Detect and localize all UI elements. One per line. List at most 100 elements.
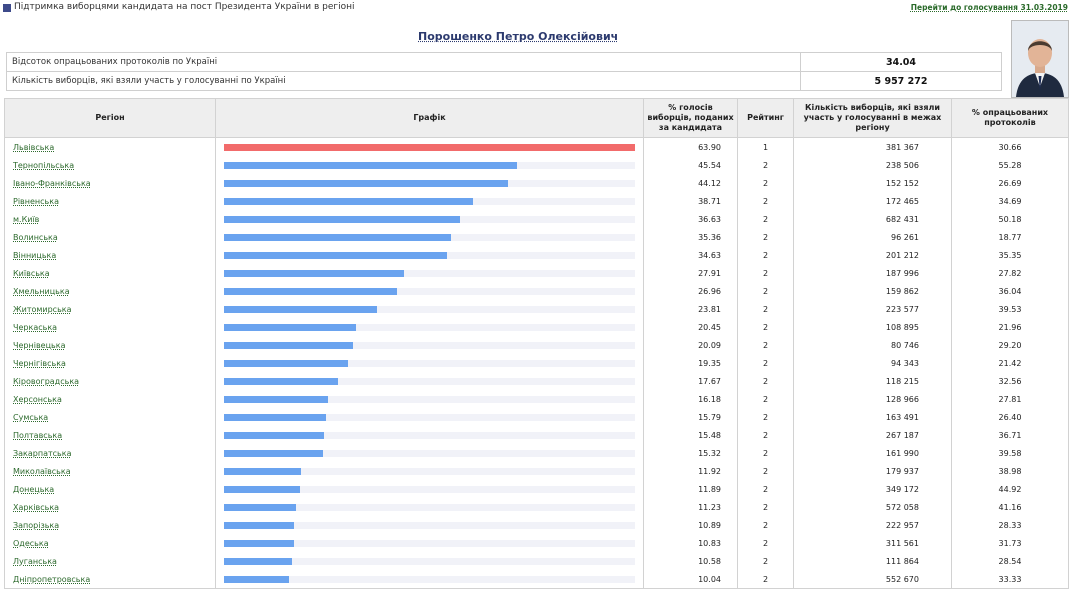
- voters-cell: 179 937: [793, 462, 952, 480]
- vote-bar: [224, 269, 404, 277]
- candidate-photo: [1011, 20, 1069, 98]
- table-body: Львівська 63.90 1 381 367 30.66 Тернопільська…: [4, 137, 1069, 589]
- vote-bar: [224, 179, 508, 187]
- region-link[interactable]: Харківська: [13, 502, 60, 512]
- region-link[interactable]: Волинська: [13, 232, 58, 242]
- region-cell: Хмельницька: [4, 282, 216, 300]
- region-link[interactable]: Донецька: [13, 484, 55, 494]
- vote-bar-track: [224, 287, 635, 295]
- region-cell: Запорізька: [4, 516, 216, 534]
- processed-cell: 50.18: [951, 210, 1069, 228]
- column-header-vote-percent[interactable]: % голосів виборців, поданих за кандидата: [643, 98, 738, 138]
- table-row: Полтавська 15.48 2 267 187 36.71: [4, 426, 1069, 444]
- table-row: Одеська 10.83 2 311 561 31.73: [4, 534, 1069, 552]
- table-row: Рівненська 38.71 2 172 465 34.69: [4, 192, 1069, 210]
- chart-cell: [215, 354, 644, 372]
- vote-bar-track: [224, 143, 635, 151]
- voters-cell: 222 957: [793, 516, 952, 534]
- regions-table: Регіон Графік % голосів виборців, подани…: [4, 98, 1069, 589]
- chart-cell: [215, 480, 644, 498]
- region-link[interactable]: Тернопільська: [13, 160, 75, 170]
- column-header-processed[interactable]: % опрацьованих протоколів: [951, 98, 1069, 138]
- rank-cell: 2: [737, 534, 794, 552]
- region-cell: Волинська: [4, 228, 216, 246]
- vote-percent-cell: 15.79: [643, 408, 738, 426]
- chart-cell: [215, 372, 644, 390]
- region-link[interactable]: Миколаївська: [13, 466, 71, 476]
- voters-cell: 311 561: [793, 534, 952, 552]
- region-link[interactable]: Рівненська: [13, 196, 59, 206]
- region-link[interactable]: Кіровоградська: [13, 376, 80, 386]
- vote-percent-cell: 17.67: [643, 372, 738, 390]
- vote-bar: [224, 503, 297, 511]
- rank-cell: 2: [737, 462, 794, 480]
- processed-cell: 32.56: [951, 372, 1069, 390]
- column-header-rank[interactable]: Рейтинг: [737, 98, 794, 138]
- processed-cell: 34.69: [951, 192, 1069, 210]
- region-link[interactable]: Сумська: [13, 412, 49, 422]
- chart-cell: [215, 156, 644, 174]
- table-row: Миколаївська 11.92 2 179 937 38.98: [4, 462, 1069, 480]
- rank-cell: 2: [737, 192, 794, 210]
- voters-cell: 267 187: [793, 426, 952, 444]
- table-row: Волинська 35.36 2 96 261 18.77: [4, 228, 1069, 246]
- processed-cell: 38.98: [951, 462, 1069, 480]
- table-row: Київська 27.91 2 187 996 27.82: [4, 264, 1069, 282]
- region-link[interactable]: м.Київ: [13, 214, 40, 224]
- region-cell: Житомирська: [4, 300, 216, 318]
- table-row: Львівська 63.90 1 381 367 30.66: [4, 137, 1069, 156]
- region-link[interactable]: Дніпропетровська: [13, 574, 91, 584]
- vote-percent-cell: 11.89: [643, 480, 738, 498]
- region-link[interactable]: Запорізька: [13, 520, 60, 530]
- chart-cell: [215, 498, 644, 516]
- column-header-region[interactable]: Регіон: [4, 98, 216, 138]
- region-link[interactable]: Луганська: [13, 556, 57, 566]
- candidate-name: Порошенко Петро Олексійович: [418, 30, 619, 43]
- rank-cell: 2: [737, 210, 794, 228]
- region-link[interactable]: Житомирська: [13, 304, 72, 314]
- voters-cell: 381 367: [793, 137, 952, 156]
- table-header-row: Регіон Графік % голосів виборців, подани…: [4, 98, 1069, 138]
- vote-bar: [224, 521, 295, 529]
- vote-bar: [224, 557, 293, 565]
- processed-cell: 39.58: [951, 444, 1069, 462]
- rank-cell: 2: [737, 246, 794, 264]
- chart-cell: [215, 336, 644, 354]
- table-row: Донецька 11.89 2 349 172 44.92: [4, 480, 1069, 498]
- voters-cell: 223 577: [793, 300, 952, 318]
- region-link[interactable]: Чернівецька: [13, 340, 66, 350]
- voters-cell: 552 670: [793, 570, 952, 589]
- vote-bar: [224, 143, 635, 151]
- vote-percent-cell: 45.54: [643, 156, 738, 174]
- processed-cell: 35.35: [951, 246, 1069, 264]
- region-link[interactable]: Київська: [13, 268, 50, 278]
- voters-cell: 172 465: [793, 192, 952, 210]
- region-link[interactable]: Чернігівська: [13, 358, 66, 368]
- vote-bar-track: [224, 161, 635, 169]
- vote-bar-track: [224, 305, 635, 313]
- vote-bar: [224, 539, 294, 547]
- vote-bar-track: [224, 197, 635, 205]
- region-link[interactable]: Полтавська: [13, 430, 63, 440]
- region-link[interactable]: Черкаська: [13, 322, 58, 332]
- region-link[interactable]: Херсонська: [13, 394, 62, 404]
- summary-row: Кількість виборців, які взяли участь у г…: [6, 71, 1002, 91]
- voters-cell: 128 966: [793, 390, 952, 408]
- region-link[interactable]: Львівська: [13, 142, 55, 152]
- column-header-chart: Графік: [215, 98, 644, 138]
- region-link[interactable]: Одеська: [13, 538, 49, 548]
- region-link[interactable]: Івано-Франківська: [13, 178, 91, 188]
- vote-percent-cell: 20.09: [643, 336, 738, 354]
- column-header-voters[interactable]: Кількість виборців, які взяли участь у г…: [793, 98, 952, 138]
- region-link[interactable]: Вінницька: [13, 250, 57, 260]
- region-link[interactable]: Закарпатська: [13, 448, 72, 458]
- region-cell: Вінницька: [4, 246, 216, 264]
- voters-cell: 159 862: [793, 282, 952, 300]
- rank-cell: 2: [737, 156, 794, 174]
- region-cell: Чернігівська: [4, 354, 216, 372]
- region-link[interactable]: Хмельницька: [13, 286, 70, 296]
- chart-cell: [215, 408, 644, 426]
- previous-round-link[interactable]: Перейти до голосування 31.03.2019: [910, 3, 1068, 12]
- region-cell: м.Київ: [4, 210, 216, 228]
- summary-label: Відсоток опрацьованих протоколів по Укра…: [6, 52, 801, 72]
